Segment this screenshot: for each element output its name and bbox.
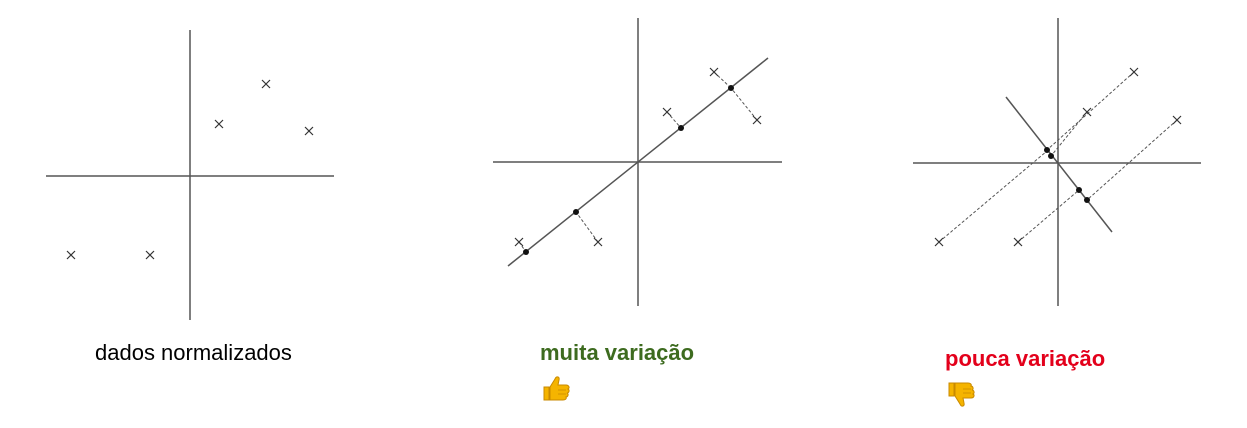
projection-segment <box>1086 119 1178 201</box>
panel-low-variance <box>913 18 1201 306</box>
projection-segment <box>938 150 1048 243</box>
data-point-marker <box>145 250 155 260</box>
data-points <box>514 67 762 247</box>
projected-point <box>1048 153 1054 159</box>
projection-segments <box>938 71 1178 243</box>
data-points <box>934 67 1182 247</box>
projected-points <box>523 85 734 255</box>
data-point-marker <box>261 79 271 89</box>
data-point-marker <box>934 237 944 247</box>
thumbs-up-icon <box>543 376 570 401</box>
caption-high-variance: muita variação <box>540 340 695 365</box>
caption-normalized-data: dados normalizados <box>95 340 292 365</box>
projected-point <box>728 85 734 91</box>
projected-point <box>1084 197 1090 203</box>
data-point-marker <box>662 107 672 117</box>
data-point-marker <box>1013 237 1023 247</box>
axes <box>46 30 334 320</box>
data-point-marker <box>514 237 524 247</box>
projection-direction-line <box>507 57 769 267</box>
data-point-marker <box>214 119 224 129</box>
data-point-marker <box>1129 67 1139 77</box>
panel-high-variance <box>493 18 782 306</box>
projected-point <box>678 125 684 131</box>
thumbs-down-icon <box>948 382 975 407</box>
data-point-marker <box>304 126 314 136</box>
panel-normalized-data <box>46 30 334 320</box>
projected-point <box>1044 147 1050 153</box>
projection-segment <box>666 111 682 129</box>
projection-segment <box>1017 189 1080 243</box>
data-point-marker <box>1172 115 1182 125</box>
projection-direction-line <box>1005 96 1113 233</box>
projection-segment <box>713 71 732 89</box>
projection-segment <box>1046 71 1135 151</box>
data-point-marker <box>752 115 762 125</box>
projection-segment <box>1050 111 1088 157</box>
projected-point <box>523 249 529 255</box>
data-point-marker <box>1082 107 1092 117</box>
caption-low-variance: pouca variação <box>945 346 1106 371</box>
projection-segment <box>575 211 599 243</box>
data-point-marker <box>593 237 603 247</box>
data-point-marker <box>66 250 76 260</box>
data-point-marker <box>709 67 719 77</box>
projected-points <box>1044 147 1090 203</box>
projected-point <box>1076 187 1082 193</box>
data-points <box>66 79 314 260</box>
projection-segment <box>730 87 758 121</box>
projected-point <box>573 209 579 215</box>
